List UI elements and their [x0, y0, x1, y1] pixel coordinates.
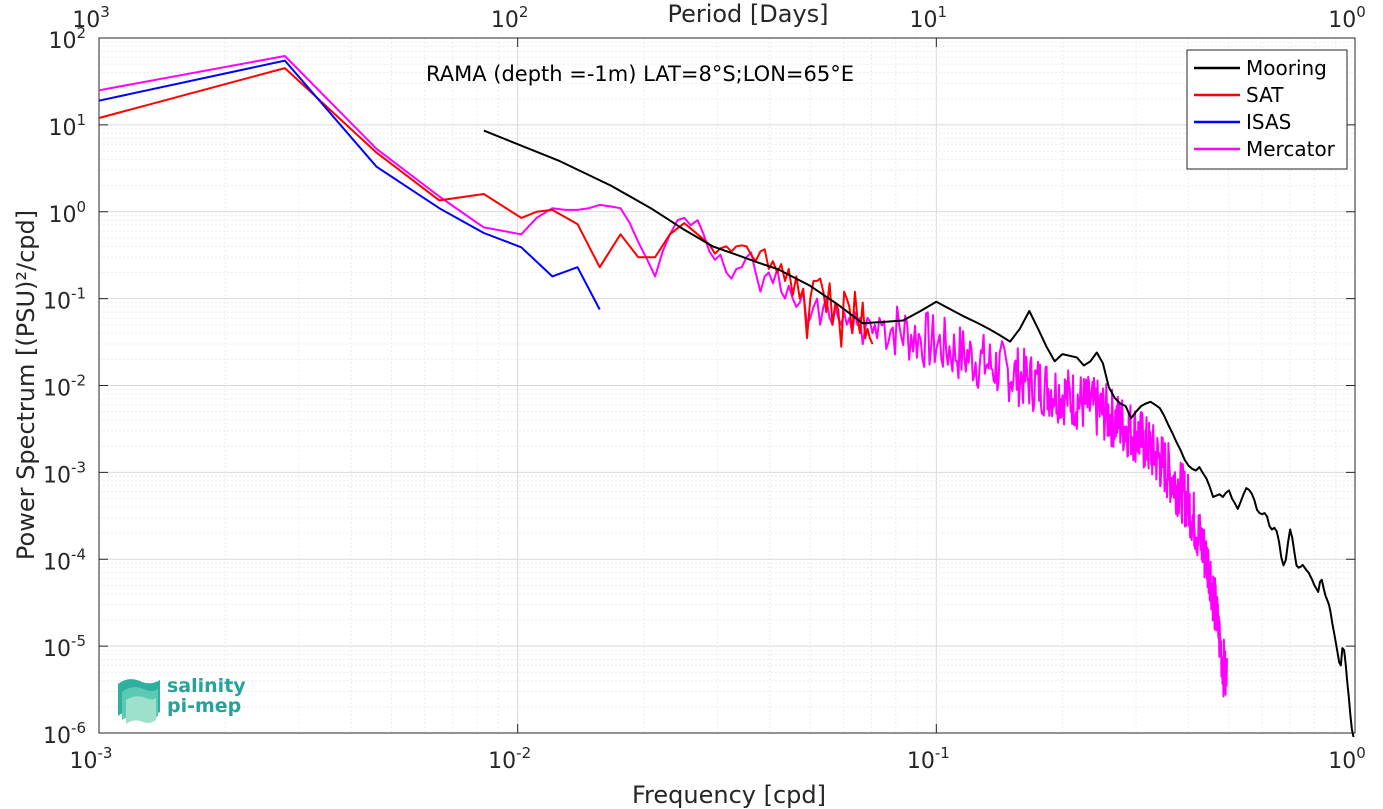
- x-axis-label: Frequency [cpd]: [632, 781, 826, 809]
- series-line-mercator: [98, 55, 1228, 698]
- y-tick-label: 10-3: [43, 458, 86, 488]
- salinity-pi-mep-logo: salinity pi-mep: [118, 675, 246, 724]
- x-tick-label: 10-3: [70, 744, 113, 774]
- grid: [98, 38, 1355, 734]
- y-tick-label: 10-1: [43, 285, 86, 315]
- x2-tick-label: 102: [491, 3, 529, 33]
- x-tick-label: 10-2: [488, 744, 531, 774]
- series-line-sat: [98, 67, 874, 348]
- logo-text-line2: pi-mep: [167, 695, 241, 717]
- y-tick-label: 10-5: [43, 632, 86, 662]
- x2-tick-label: 103: [72, 3, 110, 33]
- legend-label-isas: ISAS: [1246, 110, 1291, 134]
- x-tick-label: 10-1: [907, 744, 950, 774]
- series-layer: [98, 55, 1355, 738]
- y-tick-label: 102: [48, 24, 86, 54]
- x2-axis-label: Period [Days]: [667, 0, 828, 28]
- legend-label-sat: SAT: [1246, 83, 1284, 107]
- y-tick-label: 10-2: [43, 372, 86, 402]
- legend-label-mercator: Mercator: [1246, 137, 1336, 161]
- legend-label-mooring: Mooring: [1246, 56, 1327, 80]
- y-tick-label: 10-6: [43, 719, 86, 749]
- legend: Mooring SAT ISAS Mercator: [1186, 49, 1348, 170]
- tick-marks: [98, 37, 1356, 734]
- y-tick-label: 101: [48, 111, 86, 141]
- series-line-mooring: [483, 129, 1355, 738]
- x2-tick-label: 101: [910, 3, 948, 33]
- logo-wave-icon: [118, 679, 160, 724]
- x2-tick-label: 100: [1328, 3, 1366, 33]
- chart-title: RAMA (depth =-1m) LAT=8°S;LON=65°E: [426, 62, 854, 86]
- y-tick-label: 10-4: [43, 545, 86, 575]
- y-axis-label: Power Spectrum [(PSU)²/cpd]: [12, 210, 40, 560]
- series-line-isas: [98, 59, 601, 310]
- y-tick-label: 100: [48, 198, 86, 228]
- logo-text-line1: salinity: [167, 675, 246, 697]
- x-tick-label: 100: [1328, 744, 1366, 774]
